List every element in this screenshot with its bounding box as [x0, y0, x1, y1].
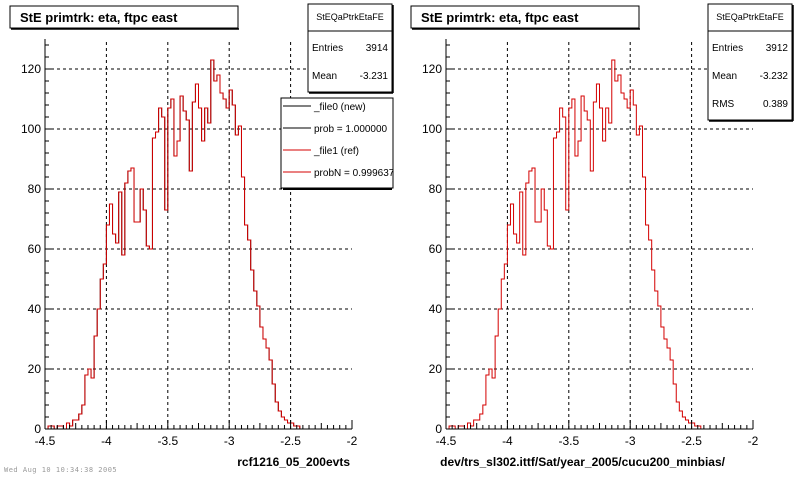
histogram-series-2	[45, 59, 352, 430]
x-tick-label: -4	[101, 434, 112, 448]
stats-label: RMS	[712, 99, 735, 110]
x-axis-label: dev/trs_sl302.ittf/Sat/year_2005/cucu200…	[440, 455, 725, 469]
legend-entries: _file0 (new) prob = 1.000000 _file1 (ref) p…	[283, 102, 395, 179]
x-ticks	[44, 420, 353, 429]
x-tick-label: -2	[347, 434, 358, 448]
y-tick-label: 120	[21, 62, 41, 76]
title-box	[9, 5, 239, 29]
y-ticks	[446, 44, 455, 430]
chart-title: StE primtrk: eta, ftpc east	[421, 10, 579, 25]
stats-name: StEQaPtrkEtaFE	[316, 12, 384, 22]
x-tick-label: -4	[502, 434, 513, 448]
y-tick-label: 0	[34, 422, 41, 436]
x-ticks	[445, 420, 754, 429]
stats-value: -3.231	[360, 71, 389, 82]
chart-title: StE primtrk: eta, ftpc east	[20, 10, 178, 25]
title-box	[410, 5, 640, 29]
stats-label: Mean	[312, 71, 337, 82]
y-tick-label: 60	[28, 242, 42, 256]
y-tick-label: 0	[435, 422, 442, 436]
x-axis-label: rcf1216_05_200evts	[237, 455, 350, 469]
stats-box	[307, 3, 393, 93]
x-tick-label: -2.5	[280, 434, 301, 448]
y-tick-label: 100	[422, 122, 442, 136]
x-tick-label: -3	[224, 434, 235, 448]
y-tick-label: 100	[21, 122, 41, 136]
x-tick-label: -3	[625, 434, 636, 448]
y-tick-label: 40	[28, 302, 42, 316]
stats-label: Entries	[312, 43, 343, 54]
y-tick-label: 80	[429, 182, 443, 196]
x-tick-label: -2.5	[681, 434, 702, 448]
legend-box	[280, 97, 394, 189]
y-tick-label: 20	[28, 362, 42, 376]
footer-timestamp: Wed Aug 10 10:34:38 2005	[4, 466, 118, 474]
x-tick-label: -2	[748, 434, 759, 448]
x-tick-label: -4.5	[35, 434, 56, 448]
stats-value: 3912	[766, 43, 789, 54]
y-tick-label: 80	[28, 182, 42, 196]
x-tick-label: -4.5	[436, 434, 457, 448]
right-histogram-panel: -4.5 -4 -3.5 -3 -2.5 -2 0 20 40 60 80 100 120 StE pri…	[410, 3, 794, 469]
stats-value: 3914	[366, 43, 389, 54]
histogram-series-1	[446, 59, 753, 430]
left-histogram-panel: -4.5 -4 -3.5 -3 -2.5 -2 0 20 40 60 80 100 120 StE pri…	[9, 3, 395, 469]
y-tick-label: 40	[429, 302, 443, 316]
y-ticks	[45, 44, 54, 430]
y-tick-label: 20	[429, 362, 443, 376]
stats-label: Mean	[712, 71, 737, 82]
legend-label: prob = 1.000000	[314, 124, 388, 135]
stats-name: StEQaPtrkEtaFE	[716, 12, 784, 22]
stats-box	[707, 3, 793, 121]
stats-value: 0.389	[763, 99, 788, 110]
x-tick-label: -3.5	[558, 434, 579, 448]
legend-label: probN = 0.999637	[314, 168, 395, 179]
y-tick-label: 120	[422, 62, 442, 76]
y-tick-label: 60	[429, 242, 443, 256]
x-tick-label: -3.5	[157, 434, 178, 448]
stats-value: -3.232	[760, 71, 789, 82]
legend-label: _file0 (new)	[313, 102, 366, 113]
legend-label: _file1 (ref)	[313, 146, 359, 157]
stats-label: Entries	[712, 43, 743, 54]
